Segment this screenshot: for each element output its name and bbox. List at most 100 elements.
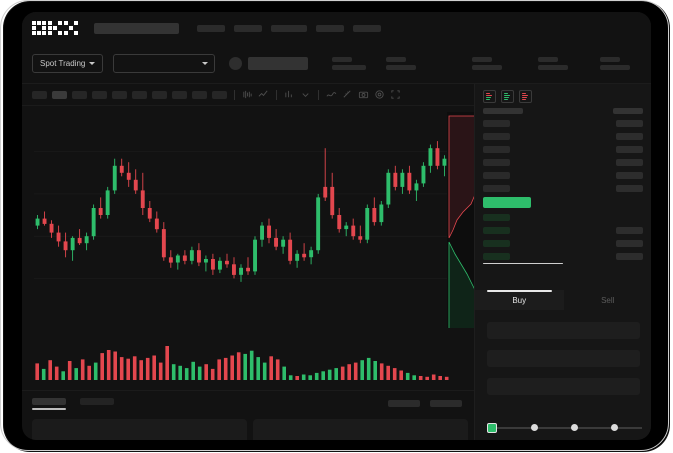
pair-selector[interactable] bbox=[113, 54, 216, 73]
stat-24h-low bbox=[472, 57, 503, 70]
orders-tab-actions bbox=[388, 400, 474, 407]
tab-sell[interactable]: Sell bbox=[564, 290, 652, 310]
order-price-field[interactable] bbox=[487, 322, 640, 339]
orderbook-mode-asks[interactable] bbox=[519, 90, 532, 103]
stat-value bbox=[386, 65, 417, 70]
lowtab-action-2[interactable] bbox=[430, 400, 462, 407]
slider-step-50[interactable] bbox=[571, 424, 578, 431]
nav-item-3[interactable] bbox=[234, 24, 262, 32]
stat-24h-volume bbox=[538, 57, 569, 70]
orderbook-mode-both[interactable] bbox=[483, 90, 496, 103]
stat-value bbox=[472, 65, 503, 70]
fullscreen-icon[interactable] bbox=[390, 89, 401, 100]
stat-label bbox=[538, 57, 559, 62]
bid-qty bbox=[483, 240, 510, 247]
orderbook-ask-row[interactable] bbox=[483, 132, 643, 141]
timeframe-6[interactable] bbox=[132, 90, 147, 99]
stat-label bbox=[600, 57, 621, 62]
top-navigation-bar bbox=[22, 12, 651, 44]
logo-letter-k bbox=[48, 21, 62, 35]
lowtab-label bbox=[80, 397, 114, 405]
trend-line-icon[interactable] bbox=[326, 89, 337, 100]
price-chart[interactable] bbox=[22, 106, 474, 306]
top-nav-items bbox=[94, 22, 381, 34]
timeframe-4[interactable] bbox=[92, 90, 107, 99]
bottom-card-left[interactable] bbox=[32, 419, 247, 440]
settings-gear-icon[interactable] bbox=[374, 89, 385, 100]
bid-qty bbox=[483, 253, 510, 260]
trading-mode-label: Spot Trading bbox=[40, 59, 86, 68]
ask-price bbox=[616, 120, 643, 127]
order-amount-field[interactable] bbox=[487, 350, 640, 367]
camera-icon[interactable] bbox=[358, 89, 369, 100]
timeframe-9[interactable] bbox=[192, 90, 207, 99]
bid-qty bbox=[483, 227, 510, 234]
order-form bbox=[475, 310, 651, 414]
timeframe-5[interactable] bbox=[112, 90, 127, 99]
nav-item-4[interactable] bbox=[271, 24, 307, 32]
ask-qty bbox=[483, 172, 510, 179]
orderbook-ask-row[interactable] bbox=[483, 184, 643, 193]
trading-mode-selector[interactable]: Spot Trading bbox=[32, 54, 104, 73]
slider-handle[interactable] bbox=[487, 423, 497, 433]
bid-price bbox=[616, 227, 643, 234]
orderbook-bid-row[interactable] bbox=[483, 226, 643, 235]
orderbook-ask-row[interactable] bbox=[483, 145, 643, 154]
nav-item-5[interactable] bbox=[316, 24, 344, 32]
last-price-value bbox=[248, 57, 309, 70]
ask-price bbox=[616, 172, 643, 179]
ask-price bbox=[616, 146, 643, 153]
toolbar-divider bbox=[234, 89, 235, 100]
orderbook-list[interactable] bbox=[475, 108, 651, 264]
orders-tab-bar bbox=[22, 390, 474, 416]
volume-canvas bbox=[35, 346, 449, 380]
timeframe-10[interactable] bbox=[212, 90, 227, 99]
nav-item-2[interactable] bbox=[197, 24, 225, 32]
orderbook-bid-row[interactable] bbox=[483, 213, 643, 222]
timeframe-3[interactable] bbox=[72, 90, 87, 99]
app-screen: Spot Trading bbox=[22, 12, 651, 440]
stat-24h-change bbox=[332, 57, 367, 70]
orderbook-bid-row[interactable] bbox=[483, 252, 643, 261]
order-amount-slider[interactable] bbox=[487, 423, 642, 433]
orderbook-mode-bids[interactable] bbox=[501, 90, 514, 103]
timeframe-1[interactable] bbox=[32, 90, 47, 99]
orderbook-ask-row[interactable] bbox=[483, 158, 643, 167]
nav-item-6[interactable] bbox=[353, 24, 381, 32]
orderbook-scrollbar[interactable] bbox=[483, 262, 563, 264]
indicators-icon[interactable] bbox=[284, 89, 295, 100]
stat-label bbox=[332, 57, 353, 62]
orderbook-column-headers bbox=[483, 108, 643, 114]
okx-logo[interactable] bbox=[32, 21, 78, 35]
orderbook-ask-row[interactable] bbox=[483, 171, 643, 180]
candlestick-canvas bbox=[34, 141, 462, 282]
nav-item-active[interactable] bbox=[94, 22, 179, 34]
chevron-down-icon[interactable] bbox=[300, 89, 311, 100]
line-chart-icon[interactable] bbox=[258, 89, 269, 100]
lowtab-action-1[interactable] bbox=[388, 400, 420, 407]
candlestick-chart-icon[interactable] bbox=[242, 89, 253, 100]
orderbook-best-price-row[interactable] bbox=[483, 197, 643, 208]
stat-label bbox=[386, 57, 407, 62]
slider-track bbox=[491, 427, 642, 429]
lowtab-open-orders[interactable] bbox=[32, 397, 66, 410]
order-total-field[interactable] bbox=[487, 378, 640, 395]
best-price-secondary bbox=[616, 199, 643, 206]
timeframe-2-active[interactable] bbox=[52, 90, 67, 99]
stat-24h-turnover bbox=[600, 57, 631, 70]
ask-qty bbox=[483, 159, 510, 166]
timeframe-8[interactable] bbox=[172, 90, 187, 99]
toolbar-divider bbox=[318, 89, 319, 100]
timeframe-7[interactable] bbox=[152, 90, 167, 99]
slider-step-75[interactable] bbox=[611, 424, 618, 431]
tab-buy[interactable]: Buy bbox=[475, 290, 564, 310]
ruler-icon[interactable] bbox=[342, 89, 353, 100]
tab-sell-label: Sell bbox=[601, 295, 615, 305]
bottom-card-right[interactable] bbox=[253, 419, 468, 440]
best-price-highlight bbox=[483, 197, 531, 208]
slider-step-25[interactable] bbox=[531, 424, 538, 431]
orderbook-ask-row[interactable] bbox=[483, 119, 643, 128]
lowtab-order-history[interactable] bbox=[80, 397, 114, 410]
orderbook-bid-row[interactable] bbox=[483, 239, 643, 248]
